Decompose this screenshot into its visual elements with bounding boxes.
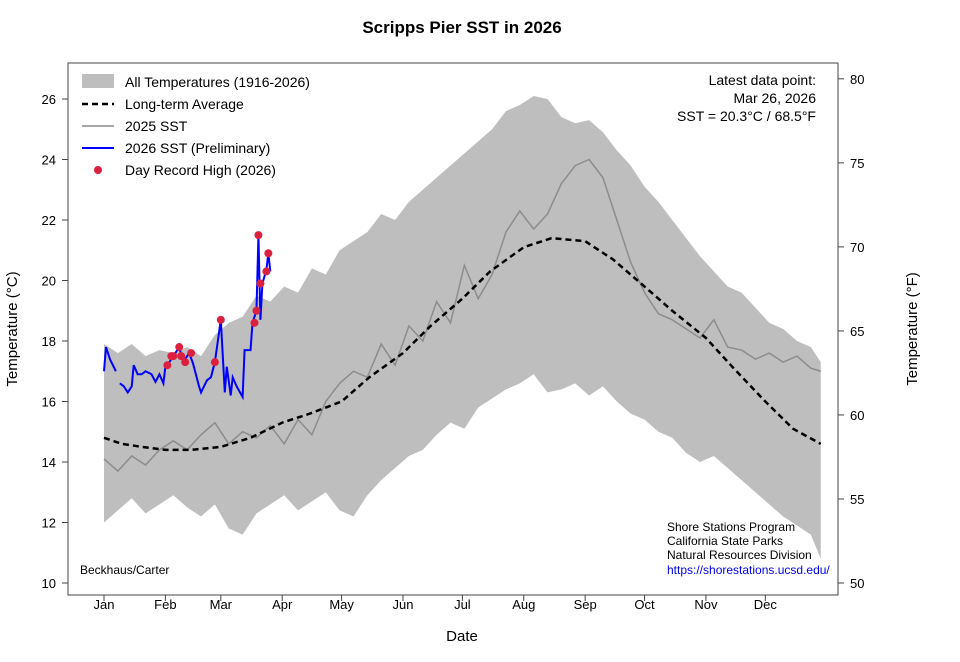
x-tick-label: Nov (694, 597, 718, 612)
y-axis-right-label: Temperature (°F) (904, 272, 921, 386)
record-high-point (187, 349, 196, 358)
record-high-point (181, 358, 190, 367)
y-right-tick-label: 65 (850, 324, 864, 339)
legend-swatch-envelope (82, 74, 114, 88)
credits: Shore Stations Program California State … (667, 520, 830, 577)
legend-swatch-record (94, 166, 102, 174)
record-high-point (256, 279, 265, 288)
author-credit: Beckhaus/Carter (80, 563, 169, 577)
credit-line-2: California State Parks (667, 534, 783, 548)
y-tick-label: 24 (42, 153, 56, 168)
record-high-point (264, 249, 273, 258)
y-tick-label: 22 (42, 213, 56, 228)
chart-title: Scripps Pier SST in 2026 (362, 18, 561, 37)
series-2025-line (103, 158, 821, 473)
legend-label-average: Long-term Average (125, 96, 244, 112)
record-high-point (254, 231, 263, 240)
x-tick-label: Dec (754, 597, 778, 612)
y-right-tick-label: 50 (850, 576, 864, 591)
record-high-point (163, 361, 172, 370)
x-tick-label: Oct (634, 597, 655, 612)
record-high-point (216, 315, 225, 324)
record-high-point (177, 352, 186, 361)
credit-line-1: Shore Stations Program (667, 520, 795, 534)
legend-label-2025: 2025 SST (125, 118, 188, 134)
y-tick-label: 16 (42, 395, 56, 410)
legend: All Temperatures (1916-2026) Long-term A… (82, 74, 310, 178)
y-axis-label: Temperature (°C) (4, 271, 21, 386)
x-tick-label: Sep (574, 597, 597, 612)
y-right-tick-label: 80 (850, 72, 864, 87)
record-high-point (252, 306, 261, 315)
y-right-tick-label: 55 (850, 492, 864, 507)
series-2026-line-segment-0 (103, 346, 117, 372)
record-high-point (169, 352, 178, 361)
y-tick-label: 20 (42, 274, 56, 289)
y-tick-label: 18 (42, 334, 56, 349)
record-high-point (250, 318, 259, 327)
y-tick-label: 14 (42, 455, 56, 470)
legend-label-record: Day Record High (2026) (125, 162, 276, 178)
record-high-point (262, 267, 271, 276)
latest-line-1: Latest data point: (709, 72, 816, 88)
y-right-tick-label: 60 (850, 408, 864, 423)
x-tick-label: May (329, 597, 354, 612)
series-2026-line-segment-1 (119, 235, 272, 401)
x-tick-label: Jun (392, 597, 413, 612)
x-tick-label: Feb (154, 597, 176, 612)
x-axis-label: Date (446, 628, 478, 645)
y-right-tick-label: 75 (850, 156, 864, 171)
legend-label-envelope: All Temperatures (1916-2026) (125, 74, 310, 90)
x-tick-label: Mar (210, 597, 233, 612)
credit-link[interactable]: https://shorestations.ucsd.edu/ (667, 563, 830, 577)
record-high-point (210, 358, 219, 367)
legend-label-2026: 2026 SST (Preliminary) (125, 140, 270, 156)
x-tick-label: Jul (454, 597, 471, 612)
y-right-tick-label: 70 (850, 240, 864, 255)
record-high-point (175, 343, 184, 352)
x-tick-label: Aug (512, 597, 535, 612)
x-tick-label: Apr (272, 597, 293, 612)
y-tick-label: 26 (42, 92, 56, 107)
x-tick-label: Jan (94, 597, 115, 612)
credit-line-3: Natural Resources Division (667, 548, 812, 562)
latest-line-3: SST = 20.3°C / 68.5°F (677, 108, 816, 124)
average-line (103, 236, 822, 452)
latest-line-2: Mar 26, 2026 (734, 90, 817, 106)
y-tick-label: 12 (42, 516, 56, 531)
plot-frame (67, 62, 839, 596)
y-tick-label: 10 (42, 576, 56, 591)
latest-annotation: Latest data point: Mar 26, 2026 SST = 20… (677, 72, 816, 124)
